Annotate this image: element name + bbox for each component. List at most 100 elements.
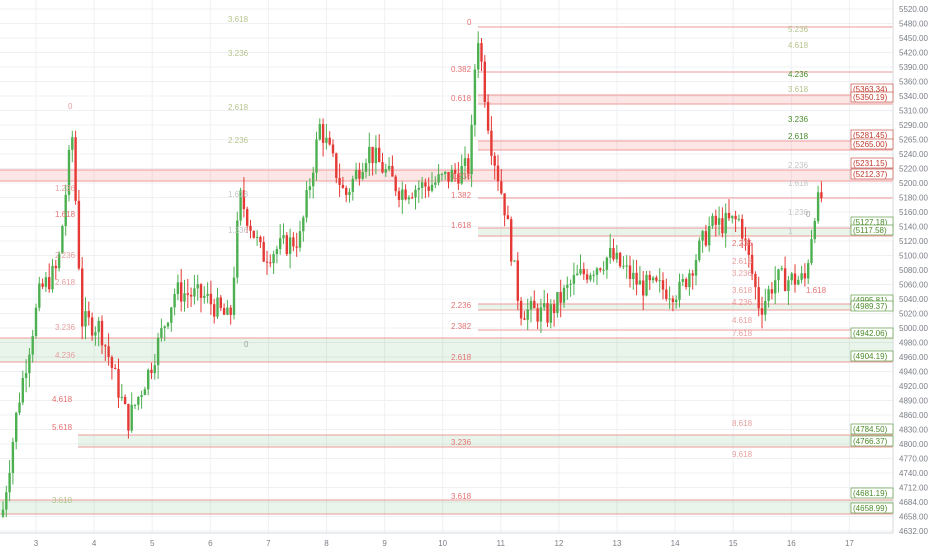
candle-body (28, 354, 31, 374)
candle-body (18, 402, 21, 413)
price-label: (5281.45) (853, 131, 888, 140)
candle-body (618, 252, 622, 267)
candle-body (694, 260, 698, 276)
fib-label: 2.618 (451, 353, 472, 362)
candle-body (216, 297, 219, 317)
candle-body (440, 174, 444, 176)
candle-body (506, 215, 510, 220)
candle-body (595, 268, 599, 275)
x-axis-ticks: 3 4 5 6 7 8 9 10 11 12 13 14 15 16 17 (34, 539, 855, 548)
candle-body (74, 137, 77, 201)
level-lines (0, 26, 893, 515)
candle-body (678, 281, 681, 300)
y-tick-label: 4800.00 (899, 440, 928, 449)
price-label-box (850, 487, 894, 499)
candle-body (457, 173, 460, 184)
candle-body (642, 280, 645, 296)
fib-label: 3.236 (451, 438, 472, 447)
candle-body (203, 295, 206, 298)
candle-body (632, 272, 635, 280)
fib-label: 1.618 (451, 221, 472, 230)
y-tick-label: 5450.00 (899, 34, 928, 43)
candle-body (767, 289, 770, 301)
candle-body (625, 265, 628, 267)
candle-body (397, 191, 401, 200)
candle-body (90, 317, 94, 336)
candle-body (757, 287, 760, 309)
x-tick-label: 13 (613, 539, 622, 548)
fib-label: 0 (244, 340, 249, 349)
level-band (478, 228, 893, 236)
price-label: (4766.37) (853, 437, 888, 446)
candle-body (114, 367, 117, 369)
candle-body (64, 194, 67, 227)
candle-body (364, 163, 368, 172)
candle-body (123, 396, 127, 405)
candle-body (236, 220, 239, 278)
candle-body (414, 189, 417, 198)
y-tick-label: 4920.00 (899, 382, 928, 391)
fib-label: 3.618 (52, 496, 73, 505)
x-tick-label: 10 (438, 539, 447, 548)
fib-label: 1.618 (228, 190, 249, 199)
y-tick-label: 4940.00 (899, 368, 928, 377)
candle-body (539, 307, 543, 322)
candle-body (255, 236, 259, 238)
candle-body (424, 182, 427, 187)
level-band (0, 170, 893, 181)
fib-label: 2.618 (788, 132, 809, 141)
y-tick-label: 5180.00 (899, 194, 928, 203)
candle-body (651, 277, 655, 281)
candle-body (592, 274, 595, 276)
candle-body (285, 235, 288, 255)
candle-body (572, 275, 576, 284)
price-label-box (850, 350, 894, 362)
candle-body (635, 272, 638, 285)
candle-body (737, 218, 741, 220)
level-band (478, 141, 893, 150)
candle-body (559, 292, 562, 303)
candle-body (760, 308, 764, 315)
x-tick-label: 5 (150, 539, 155, 548)
candle-body (556, 292, 559, 313)
candle-body (774, 280, 777, 294)
candle-body (150, 369, 153, 374)
candle-body (183, 293, 186, 302)
price-label: (5265.00) (853, 140, 888, 149)
candle-body (605, 257, 609, 270)
fib-label: 1.618 (806, 286, 827, 295)
y-tick-label: 4740.00 (899, 469, 928, 478)
x-tick-label: 8 (324, 539, 329, 548)
candle-body (361, 171, 364, 179)
fib-label: 2.618 (228, 103, 249, 112)
y-tick-label: 5200.00 (899, 179, 928, 188)
candle-body (259, 236, 262, 243)
candle-body (777, 269, 780, 281)
candle-body (180, 282, 183, 302)
candle-body (213, 304, 216, 317)
candle-body (34, 307, 38, 337)
candle-body (302, 217, 305, 232)
candle-body (764, 300, 767, 315)
candles (1, 31, 823, 519)
candle-body (816, 192, 820, 222)
candle-body (67, 149, 71, 195)
y-tick-label: 4684.00 (899, 498, 928, 507)
candle-body (701, 231, 704, 241)
y-tick-label: 5420.00 (899, 49, 928, 58)
price-label-box (850, 138, 894, 150)
candle-body (411, 197, 414, 199)
candle-body (681, 279, 684, 282)
candle-body (147, 369, 150, 390)
candle-body (638, 280, 642, 285)
candle-body (486, 102, 490, 131)
price-label: (4904.19) (853, 352, 888, 361)
candle-body (226, 307, 229, 315)
candle-body (648, 274, 651, 281)
candle-body (262, 242, 265, 262)
y-tick-label: 5000.00 (899, 324, 928, 333)
fib-label: 1.618 (55, 210, 76, 219)
candle-body (576, 273, 579, 276)
candle-body (15, 412, 18, 442)
candle-body (246, 209, 249, 226)
